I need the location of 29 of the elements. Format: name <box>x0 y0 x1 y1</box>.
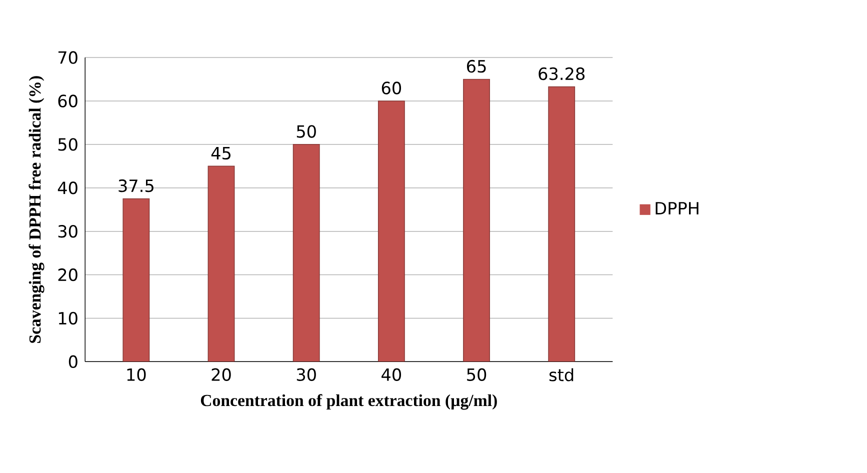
y-tick-label: 20 <box>58 268 78 281</box>
bar <box>122 198 150 362</box>
y-tick-label: 30 <box>58 224 78 238</box>
y-tick-label: 60 <box>58 94 78 108</box>
data-label: 60 <box>382 81 402 94</box>
y-tick-label: 40 <box>58 181 78 194</box>
x-axis-title: Concentration of plant extraction (µg/ml) <box>200 394 497 410</box>
y-tick-label: 50 <box>58 138 78 151</box>
x-tick-label: 50 <box>467 368 486 381</box>
data-label: 37.5 <box>118 179 154 192</box>
bar <box>463 78 490 362</box>
data-label: 63.28 <box>538 67 585 80</box>
x-tick-label: 10 <box>127 368 146 381</box>
y-axis-title: Scavenging of DPPH free radical (%) <box>28 76 44 343</box>
x-tick-label: 40 <box>382 368 402 381</box>
y-tick-label: 10 <box>58 312 78 324</box>
bar <box>378 100 405 362</box>
bar <box>208 166 235 362</box>
x-tick-label: std <box>550 368 574 382</box>
x-tick-label: 30 <box>296 368 316 381</box>
data-label: 50 <box>296 124 316 138</box>
data-label: 65 <box>466 60 486 72</box>
x-tick-label: 20 <box>212 368 231 381</box>
y-tick-label: 70 <box>58 50 78 64</box>
y-tick-label: 0 <box>68 355 78 368</box>
bar <box>548 86 576 362</box>
legend-label: DPPH <box>656 202 698 214</box>
data-label: 45 <box>211 146 230 160</box>
bar <box>292 144 320 362</box>
